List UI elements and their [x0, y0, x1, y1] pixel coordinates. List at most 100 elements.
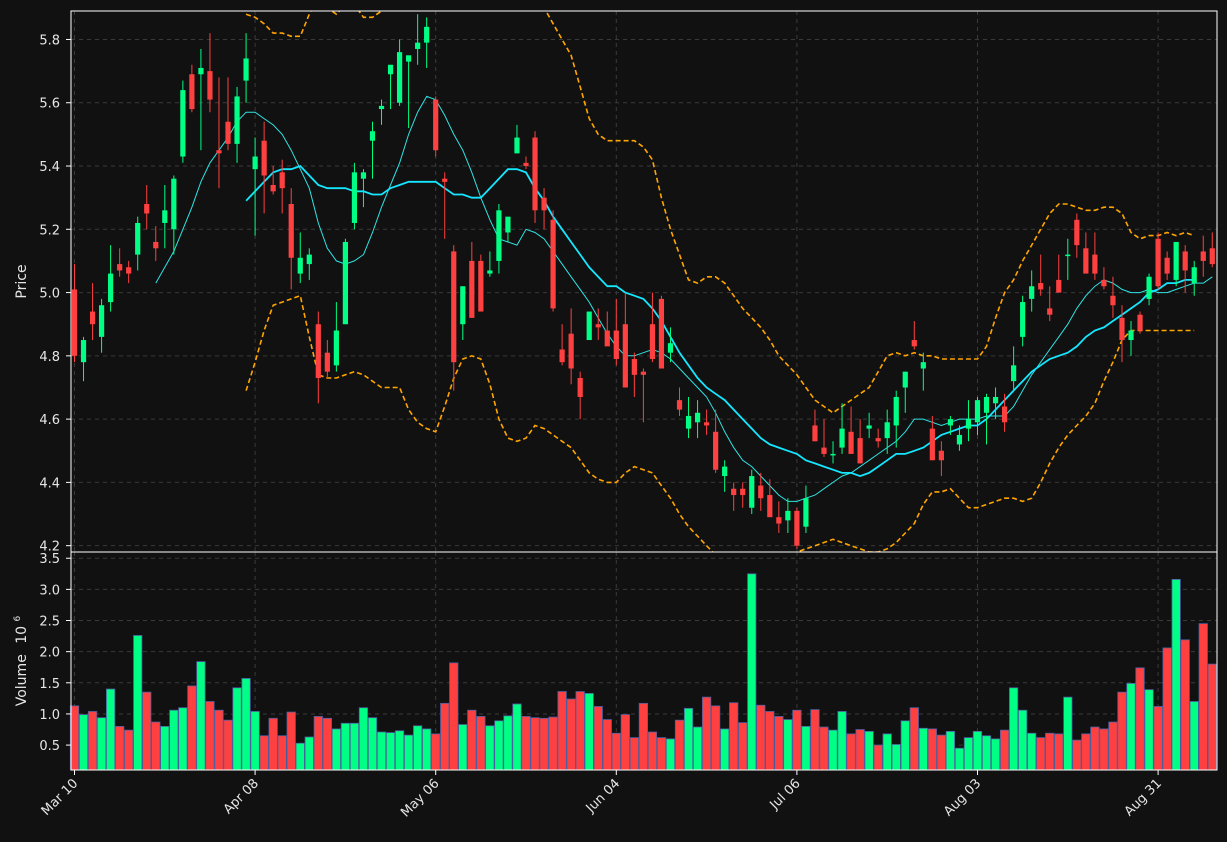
candle-body	[568, 333, 574, 369]
candle-body	[947, 419, 954, 426]
volume-bar	[918, 727, 928, 771]
candle-body	[974, 400, 981, 423]
volume-bar	[160, 726, 170, 771]
volume-bar	[1180, 639, 1190, 771]
candle-body	[207, 71, 213, 100]
candle-body	[496, 210, 502, 261]
candle-body	[135, 222, 141, 255]
volume-bar	[133, 635, 143, 771]
volume-bar	[124, 729, 134, 771]
candle-body	[676, 400, 683, 410]
candle-body	[1092, 254, 1098, 274]
candle-body	[1155, 238, 1161, 287]
volume-bar	[954, 747, 965, 771]
volume-bar	[828, 729, 838, 771]
volume-tick-label: 1.0	[39, 708, 60, 723]
volume-bar	[873, 744, 883, 771]
candle-body	[514, 137, 520, 154]
candle-body	[532, 137, 538, 211]
volume-bar	[521, 716, 531, 771]
volume-bar	[665, 738, 676, 771]
volume-bar	[295, 742, 305, 771]
volume-bar	[783, 719, 793, 771]
candle-body	[1020, 302, 1026, 337]
volume-bar	[78, 714, 89, 771]
candle-body	[749, 476, 755, 508]
candle-body	[902, 371, 908, 388]
candle-body	[71, 289, 78, 356]
volume-bar	[864, 730, 874, 771]
volume-bar	[990, 738, 1001, 771]
volume-bar	[575, 691, 585, 771]
volume-bar	[1072, 739, 1082, 771]
candle-body	[1128, 330, 1134, 341]
candle-body	[342, 241, 348, 325]
price-grid	[71, 11, 1217, 552]
volume-bar	[214, 709, 224, 771]
candle-body	[433, 99, 439, 151]
candle-body	[1164, 257, 1170, 274]
lower-band-line	[245, 294, 1195, 552]
candle-body	[731, 488, 737, 496]
candle-body	[252, 156, 258, 170]
candle-body	[1101, 279, 1107, 287]
volume-tick-label: 3.0	[39, 583, 60, 598]
volume-bar	[981, 735, 992, 771]
candle-body	[378, 105, 385, 110]
volume-tick-label: 3.5	[39, 552, 60, 567]
volume-bar	[1144, 689, 1154, 771]
candle-body	[1191, 267, 1197, 284]
candle-body	[1182, 251, 1188, 271]
candle-body	[225, 121, 231, 144]
volume-axis-title-power: 6	[13, 615, 23, 621]
candle-body	[189, 74, 195, 110]
volume-bar	[1189, 701, 1199, 771]
candle-body	[631, 359, 637, 375]
candle-body	[1029, 286, 1035, 299]
volume-bar	[96, 717, 107, 771]
candle-body	[469, 260, 475, 318]
price-axis-title: Price	[14, 264, 30, 298]
candle-body	[1056, 279, 1062, 293]
candle-body	[586, 311, 592, 341]
volume-tick-label: 1.5	[39, 677, 60, 692]
volume-bar	[1099, 728, 1109, 771]
candle-body	[216, 150, 222, 154]
volume-bar	[232, 687, 242, 771]
volume-bar	[367, 717, 378, 771]
volume-panel-frame	[70, 551, 1218, 771]
candle-body	[884, 422, 890, 439]
volume-bar	[846, 733, 856, 771]
volume-bar	[458, 724, 468, 771]
volume-bar	[738, 722, 748, 771]
volume-bar	[1207, 663, 1217, 771]
volume-bar	[1198, 623, 1208, 771]
volume-bar	[205, 701, 215, 771]
candle-body	[297, 257, 303, 274]
candle-body	[279, 172, 285, 189]
volume-bar	[431, 733, 441, 771]
price-tick-label: 5.2	[39, 223, 60, 238]
candle-body	[270, 185, 276, 192]
candle-body	[80, 340, 87, 363]
candle-body	[288, 203, 294, 258]
candle-body	[98, 305, 105, 337]
candle-body	[505, 216, 511, 233]
volume-bar	[701, 696, 712, 771]
candle-body	[1001, 406, 1008, 423]
candle-body	[911, 340, 917, 347]
volume-tick-label: 0.5	[39, 739, 60, 754]
volume-bar	[1117, 691, 1127, 771]
candle-body	[929, 428, 935, 461]
volume-bar	[503, 715, 513, 771]
volume-bar	[945, 730, 956, 771]
upper-band-line	[245, 11, 1195, 414]
volume-bar	[819, 726, 829, 771]
candles	[71, 14, 1215, 549]
candle-body	[776, 517, 782, 524]
volume-bar	[512, 703, 522, 771]
candle-body	[667, 343, 674, 353]
candle-body	[424, 26, 430, 43]
volume-bar	[972, 730, 983, 771]
candle-body	[1119, 317, 1125, 341]
